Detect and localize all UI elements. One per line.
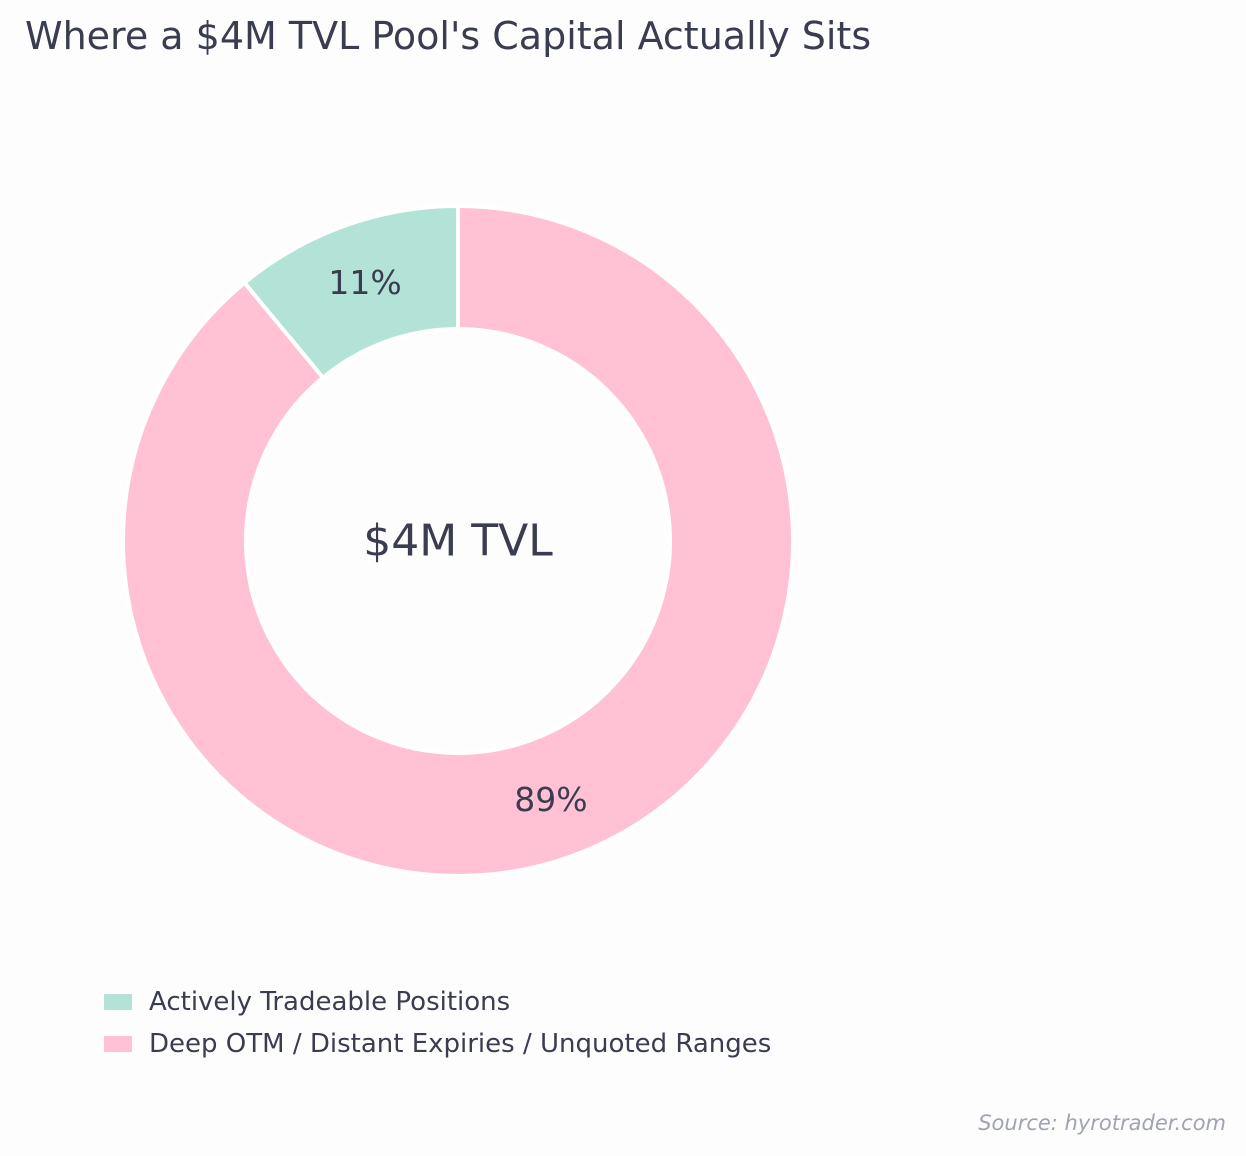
legend: Actively Tradeable Positions Deep OTM / … — [104, 981, 771, 1065]
legend-label: Deep OTM / Distant Expiries / Unquoted R… — [149, 1029, 772, 1059]
donut-chart: 11% 89% $4M TVL — [121, 203, 795, 878]
legend-item-actively-tradeable: Actively Tradeable Positions — [104, 981, 771, 1023]
donut-slices — [121, 203, 795, 878]
chart-title: Where a $4M TVL Pool's Capital Actually … — [25, 14, 872, 58]
center-label: $4M TVL — [363, 516, 553, 567]
source-credit: Source: hyrotrader.com — [978, 1111, 1226, 1135]
slice-label-deep-otm: 89% — [514, 780, 587, 819]
legend-label: Actively Tradeable Positions — [149, 987, 511, 1017]
slice-label-actively-tradeable: 11% — [328, 263, 401, 302]
legend-item-deep-otm: Deep OTM / Distant Expiries / Unquoted R… — [104, 1023, 771, 1065]
slice-deep-otm — [121, 203, 795, 878]
legend-swatch-actively-tradeable — [104, 994, 132, 1010]
legend-swatch-deep-otm — [104, 1036, 132, 1052]
slice-labels: 11% 89% — [328, 263, 587, 819]
